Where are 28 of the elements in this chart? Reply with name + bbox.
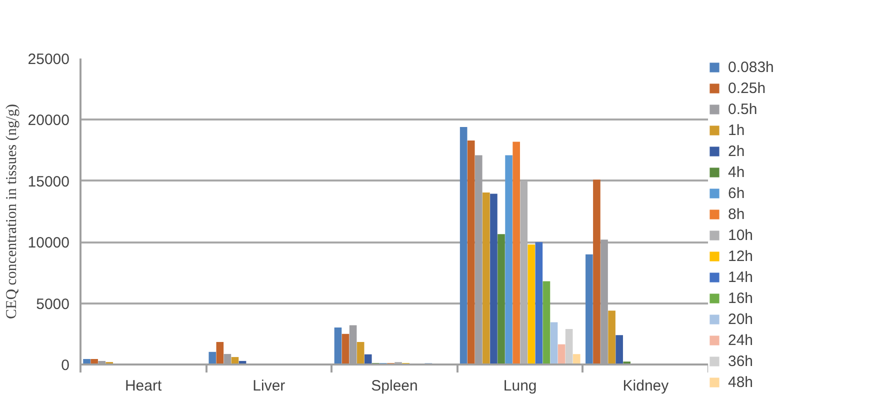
x-tick-label: Spleen [371,378,418,394]
legend-label: 48h [728,373,754,391]
legend-label: 10h [728,226,754,244]
legend-label: 0.25h [728,79,766,97]
y-tick-label: 0 [61,357,70,374]
legend-label: 6h [728,184,746,202]
legend-label: 0.5h [728,100,758,118]
y-tick-label: 25000 [28,51,70,68]
legend-label: 8h [728,205,746,223]
legend-label: 16h [728,289,754,307]
legend-label: 12h [728,247,754,265]
y-tick-label: 5000 [36,296,70,313]
y-tick-label: 20000 [28,112,70,130]
y-axis-title: CEQ concentration in tissues (ng/g) [4,104,20,319]
x-tick-label: Lung [503,378,537,394]
legend-label: 0.083h [728,58,774,76]
x-tick-label: Kidney [622,378,670,394]
legend-label: 4h [728,163,746,181]
x-tick-label: Liver [252,378,286,394]
x-tick-label: Heart [124,378,162,394]
legend-label: 14h [728,268,754,286]
y-tick-label: 10000 [28,234,70,252]
legend-label: 2h [728,142,746,160]
legend-label: 1h [728,121,746,139]
legend-label: 24h [728,331,754,349]
legend-label: 36h [728,352,754,370]
y-tick-label: 15000 [28,173,70,190]
legend-label: 20h [728,310,754,328]
